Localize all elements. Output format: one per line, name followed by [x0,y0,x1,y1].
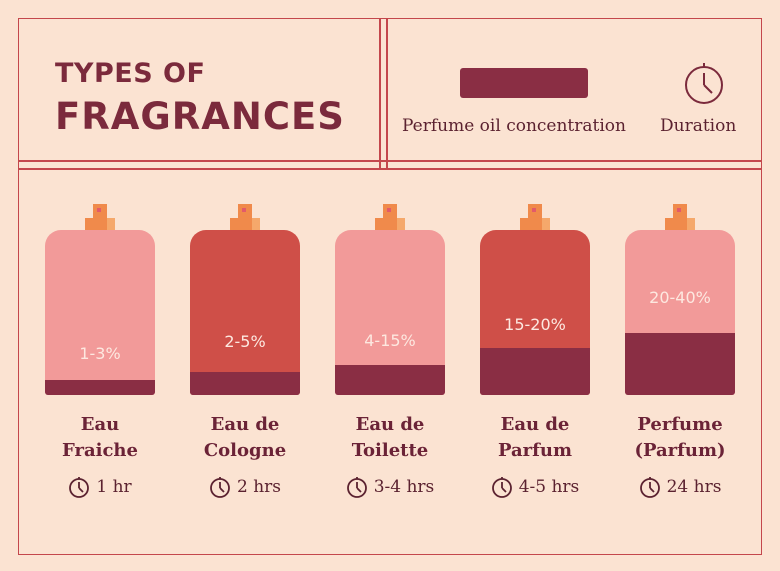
clock-icon [346,477,367,498]
legend-label: Duration [660,116,737,136]
duration-label: 2 hrs [236,477,282,497]
duration: 4-5 hrs [460,476,610,498]
clock-icon [210,477,230,498]
bottle: 20-40% [625,230,735,395]
name-line: Perfume [637,414,723,435]
fragrance-name: Eau de Parfum [460,412,610,464]
fragrance-name: Eau de Toilette [315,412,465,464]
oil-fill [45,380,155,395]
name-line: (Parfum) [634,440,726,461]
legend-label: Perfume oil concentration [402,116,626,136]
bottle-cap [375,204,405,230]
name-line: Cologne [203,440,287,461]
name-line: Eau de [355,414,425,435]
oil-fill [190,372,300,395]
bottle: 15-20% [480,230,590,395]
bottle: 4-15% [335,230,445,395]
duration: 24 hrs [605,476,755,498]
fragrance-item: 4-15% Eau de Toilette 3-4 hrs [335,200,445,510]
oil-fill [335,365,445,395]
oil-fill [480,348,590,395]
divider [386,18,388,168]
concentration-label: 1-3% [79,344,121,363]
duration-label: 24 hrs [666,477,722,497]
bottle-cap [85,204,115,230]
title: FRAGRANCES [55,95,345,138]
bottle-cap [520,204,550,230]
divider [18,160,762,162]
bottle-cap [665,204,695,230]
fragrance-item: 1-3% Eau Fraiche 1 hr [45,200,155,510]
fragrance-name: Eau de Cologne [170,412,320,464]
divider [18,168,762,170]
duration: 1 hr [25,476,175,498]
name-line: Fraiche [62,440,138,461]
divider [379,18,381,168]
fragrance-list: 1-3% Eau Fraiche 1 hr 2-5% Eau de Cologne 2 hrs… [45,200,735,510]
duration-label: 1 hr [96,477,132,497]
bottle: 1-3% [45,230,155,395]
concentration-label: 4-15% [364,331,416,350]
title: TYPES OF [55,58,206,89]
clock-icon [491,477,512,498]
fragrance-name: Perfume (Parfum) [605,412,755,464]
oil-fill [625,333,735,395]
clock-icon [69,477,90,498]
clock-icon [639,477,660,498]
clock-icon [685,63,723,104]
name-line: Eau de [500,414,570,435]
duration: 2 hrs [170,476,320,498]
bottle-cap [230,204,260,230]
concentration-label: 2-5% [224,332,266,351]
bottle: 2-5% [190,230,300,395]
concentration-label: 20-40% [649,288,711,307]
outer-frame [18,18,762,555]
name-line: Eau de [210,414,280,435]
fragrance-item: 20-40% Perfume (Parfum) 24 hrs [625,200,735,510]
concentration-label: 15-20% [504,315,566,334]
name-line: Toilette [351,440,429,461]
fragrance-name: Eau Fraiche [25,412,175,464]
duration-label: 3-4 hrs [373,477,435,497]
name-line: Parfum [497,440,573,461]
name-line: Eau [80,414,120,435]
fragrance-item: 15-20% Eau de Parfum 4-5 hrs [480,200,590,510]
duration-label: 4-5 hrs [518,477,580,497]
duration: 3-4 hrs [315,476,465,498]
fragrance-item: 2-5% Eau de Cologne 2 hrs [190,200,300,510]
legend-swatch [460,68,588,98]
